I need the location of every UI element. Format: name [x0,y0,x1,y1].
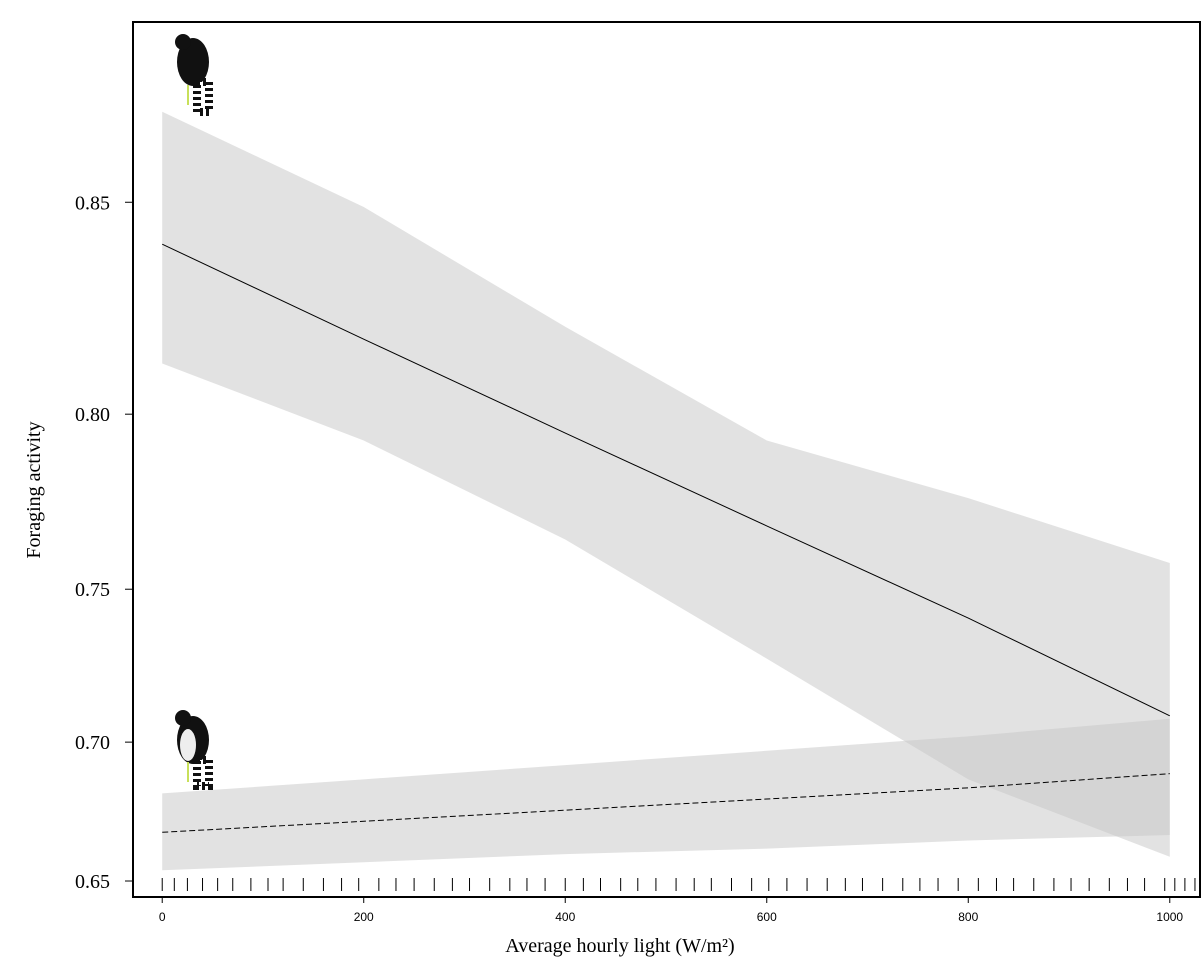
confidence-band [162,718,1170,871]
y-tick-label: 0.80 [75,404,110,426]
x-tick-label: 1000 [1156,910,1183,924]
x-tick-label: 200 [354,910,374,924]
x-tick-label: 800 [958,910,978,924]
fit-line [162,773,1170,833]
x-axis-label: Average hourly light (W/m²) [505,935,734,957]
lines [162,243,1170,833]
y-tick-label: 0.65 [75,871,110,893]
x-tick-label: 400 [555,910,575,924]
hawk-icon-dark [175,34,213,116]
axes: 0.65 0.70 0.75 0.80 0.85 0 200 400 600 800 1000 [75,192,1196,924]
fit-line [162,243,1170,717]
confidence-band [162,111,1170,857]
hawk-icon-light [175,710,213,790]
bands [162,111,1170,871]
y-axis-label: Foraging activity [23,421,45,558]
y-tick-label: 0.85 [75,192,110,214]
y-tick-label: 0.75 [75,579,110,601]
x-tick-label: 600 [757,910,777,924]
y-tick-label: 0.70 [75,732,110,754]
x-tick-label: 0 [159,910,166,924]
